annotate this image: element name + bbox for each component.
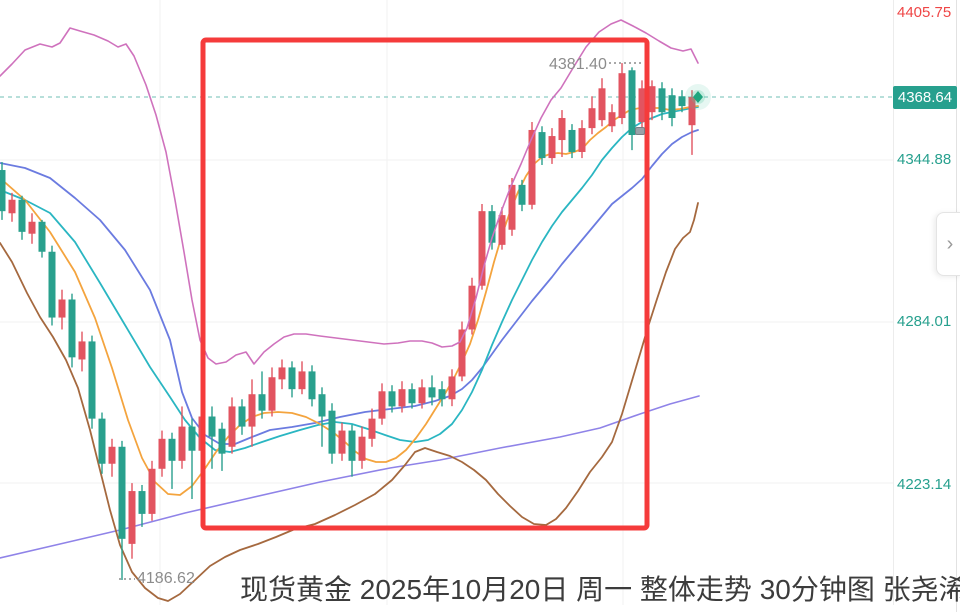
- y-axis-label: 4284.01: [897, 313, 952, 330]
- panel-divider: [956, 0, 957, 612]
- session-low-label: 4186.62: [137, 570, 195, 587]
- axis-divider: [893, 0, 894, 605]
- panel-collapse-tab[interactable]: ›: [936, 212, 960, 276]
- chevron-right-icon: ›: [946, 232, 954, 255]
- y-axis-label: 4405.75: [897, 4, 952, 21]
- current-price-badge: 4368.64: [893, 86, 957, 109]
- caption-text: 现货黄金 2025年10月20日 周一 整体走势 30分钟图 张尧浠: [240, 574, 960, 605]
- y-axis-label: 4344.88: [897, 151, 952, 168]
- y-axis-label: 4223.14: [897, 476, 952, 493]
- session-high-label: 4381.40: [549, 56, 607, 73]
